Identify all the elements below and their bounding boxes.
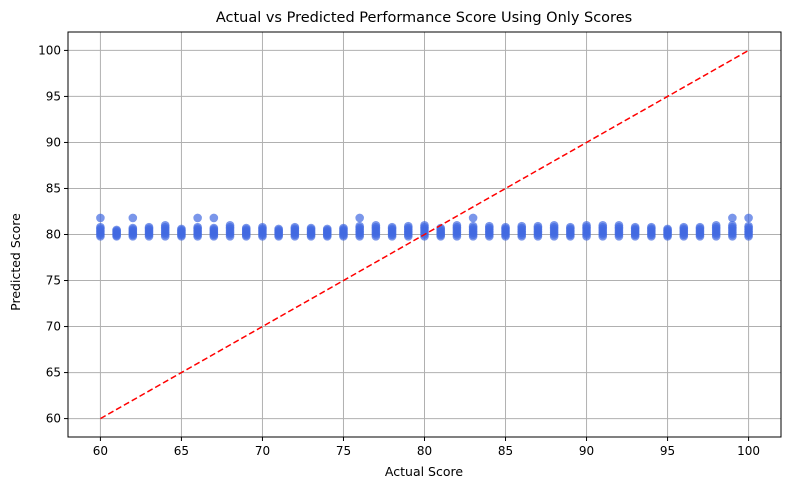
data-point <box>663 224 672 234</box>
y-axis-ticks: 60 65 70 75 80 85 90 95 100 <box>38 43 68 426</box>
data-point <box>452 220 462 230</box>
x-tick-label: 60 <box>93 444 108 458</box>
y-tick-label: 100 <box>38 43 61 57</box>
y-tick-label: 85 <box>46 181 61 195</box>
data-point <box>193 213 202 223</box>
data-point <box>744 221 753 231</box>
data-point <box>290 222 300 232</box>
data-point <box>485 221 494 231</box>
data-point <box>339 223 348 233</box>
data-point <box>647 222 656 232</box>
data-point <box>711 220 721 230</box>
data-point <box>96 222 105 232</box>
x-axis-label: Actual Score <box>385 464 463 479</box>
data-point <box>728 220 737 230</box>
data-point <box>96 213 105 223</box>
data-point <box>728 213 737 223</box>
data-point <box>128 213 138 223</box>
data-point <box>128 223 138 233</box>
data-point <box>679 222 689 232</box>
data-point <box>598 220 608 230</box>
x-tick-label: 90 <box>579 444 594 458</box>
data-point <box>258 222 267 232</box>
data-point <box>468 221 478 231</box>
data-point <box>695 222 705 232</box>
x-tick-label: 95 <box>660 444 675 458</box>
data-point <box>744 213 753 223</box>
data-point <box>630 222 640 232</box>
y-tick-label: 80 <box>46 228 61 242</box>
data-point <box>144 222 154 232</box>
data-point <box>517 221 527 231</box>
data-point <box>160 220 170 230</box>
x-tick-label: 70 <box>255 444 270 458</box>
data-point <box>177 224 186 234</box>
y-axis-label: Predicted Score <box>8 213 23 311</box>
data-point <box>533 221 543 231</box>
x-tick-label: 75 <box>336 444 351 458</box>
data-point <box>209 223 219 233</box>
reference-line <box>100 49 749 420</box>
data-point <box>614 220 624 230</box>
data-point <box>355 221 364 231</box>
x-tick-label: 85 <box>498 444 513 458</box>
x-tick-label: 65 <box>174 444 189 458</box>
y-tick-label: 75 <box>46 274 61 288</box>
y-tick-label: 60 <box>46 412 61 426</box>
data-point <box>355 213 364 223</box>
data-point <box>387 222 397 232</box>
data-point <box>403 221 413 231</box>
data-point <box>371 220 381 230</box>
ideal-fit-line <box>100 49 749 420</box>
data-point <box>225 220 235 230</box>
y-tick-label: 65 <box>46 366 61 380</box>
data-point <box>582 220 591 230</box>
data-point <box>112 225 121 235</box>
chart-title: Actual vs Predicted Performance Score Us… <box>216 10 632 26</box>
x-tick-label: 80 <box>417 444 432 458</box>
data-point <box>322 224 332 234</box>
data-point <box>501 222 510 232</box>
y-tick-label: 90 <box>46 135 61 149</box>
data-point <box>241 223 251 233</box>
data-point <box>209 213 219 223</box>
x-axis-ticks: 60 65 70 75 80 85 90 95 100 <box>93 437 760 458</box>
data-point <box>193 222 202 232</box>
y-tick-label: 70 <box>46 320 61 334</box>
y-tick-label: 95 <box>46 89 61 103</box>
x-tick-label: 100 <box>737 444 760 458</box>
data-point <box>306 223 316 233</box>
data-point <box>468 213 478 223</box>
data-point <box>274 224 283 234</box>
data-point <box>566 222 575 232</box>
data-point <box>420 220 429 230</box>
data-point <box>549 220 559 230</box>
